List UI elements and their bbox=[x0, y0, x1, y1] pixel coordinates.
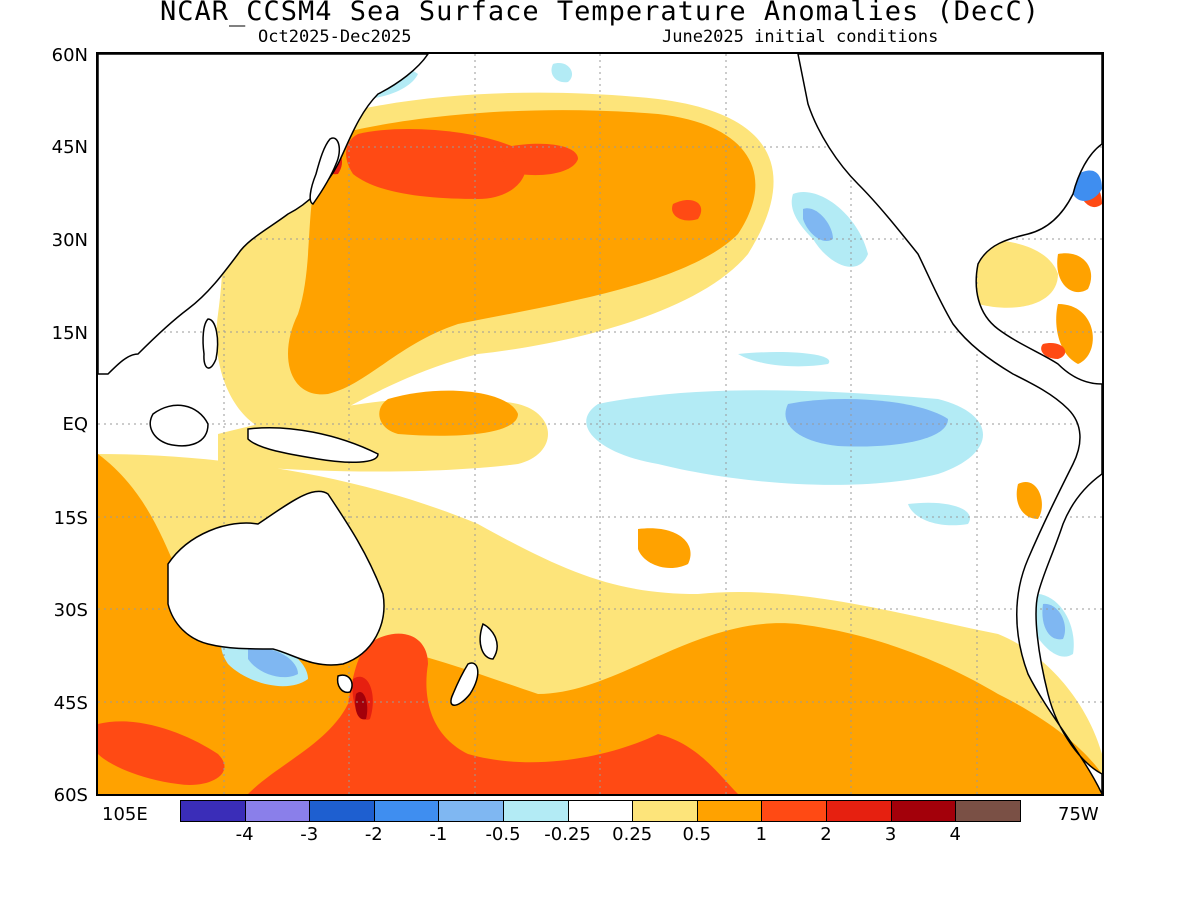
new-zealand-south bbox=[450, 662, 479, 706]
colorbar-swatch bbox=[761, 800, 827, 822]
colorbar-tick-label: -2 bbox=[364, 824, 383, 845]
map-title: NCAR_CCSM4 Sea Surface Temperature Anoma… bbox=[159, 0, 1041, 27]
colorbar-tick-label: -0.25 bbox=[544, 824, 591, 845]
philippines bbox=[202, 318, 219, 369]
x-label-105e: 105E bbox=[102, 804, 148, 825]
tasmania bbox=[336, 674, 353, 694]
colorbar-tick-label: 2 bbox=[820, 824, 832, 845]
north-america-coastline bbox=[797, 54, 1102, 794]
colorbar-swatch bbox=[696, 800, 763, 822]
x-label-75w: 75W bbox=[1058, 804, 1099, 825]
y-label-15s: 15S bbox=[53, 508, 88, 529]
australia bbox=[167, 490, 385, 666]
colorbar-swatch bbox=[955, 800, 1021, 822]
colorbar-swatch bbox=[632, 800, 698, 822]
y-label-60s: 60S bbox=[53, 785, 88, 806]
colorbar-swatch bbox=[309, 800, 375, 822]
asia-coastline bbox=[98, 54, 429, 375]
colorbar-swatch bbox=[890, 800, 957, 822]
map-canvas bbox=[98, 54, 1102, 794]
new-zealand-north bbox=[479, 622, 498, 660]
colorbar-swatch bbox=[503, 800, 569, 822]
colorbar-swatch bbox=[438, 800, 504, 822]
colorbar-swatch bbox=[373, 800, 440, 822]
y-label-60n: 60N bbox=[51, 45, 88, 66]
y-label-45n: 45N bbox=[51, 137, 88, 158]
forecast-period: Oct2025-Dec2025 bbox=[258, 27, 412, 47]
colorbar-tick-label: 1 bbox=[755, 824, 768, 845]
y-label-eq: EQ bbox=[62, 414, 88, 435]
colorbar-swatch bbox=[180, 800, 246, 822]
colorbar-tick-label: 4 bbox=[949, 824, 961, 845]
colorbar-tick-label: 3 bbox=[884, 824, 897, 845]
colorbar-swatch bbox=[567, 800, 634, 822]
colorbar-tick-label: 0.25 bbox=[612, 824, 653, 845]
colorbar-tick-label: -1 bbox=[429, 824, 448, 845]
y-label-30s: 30S bbox=[53, 600, 88, 621]
initial-conditions: June2025 initial conditions bbox=[662, 27, 939, 47]
land-masses bbox=[98, 54, 1102, 794]
new-guinea bbox=[247, 426, 379, 464]
anomaly-fill-neg-1 bbox=[1071, 170, 1102, 201]
y-label-45s: 45S bbox=[53, 693, 88, 714]
colorbar-tick-label: -3 bbox=[300, 824, 319, 845]
y-label-15n: 15N bbox=[51, 323, 88, 344]
colorbar-swatch bbox=[244, 800, 311, 822]
colorbar-tick-label: -0.5 bbox=[485, 824, 521, 845]
y-label-30n: 30N bbox=[51, 230, 88, 251]
borneo-indonesia bbox=[149, 404, 209, 447]
colorbar-swatch bbox=[826, 800, 892, 822]
colorbar-tick-label: -4 bbox=[235, 824, 254, 845]
colorbar-tick-label: 0.5 bbox=[682, 824, 712, 845]
sst-anomaly-map bbox=[96, 52, 1104, 796]
japan bbox=[309, 137, 341, 205]
anomaly-fill-3 bbox=[355, 692, 368, 720]
